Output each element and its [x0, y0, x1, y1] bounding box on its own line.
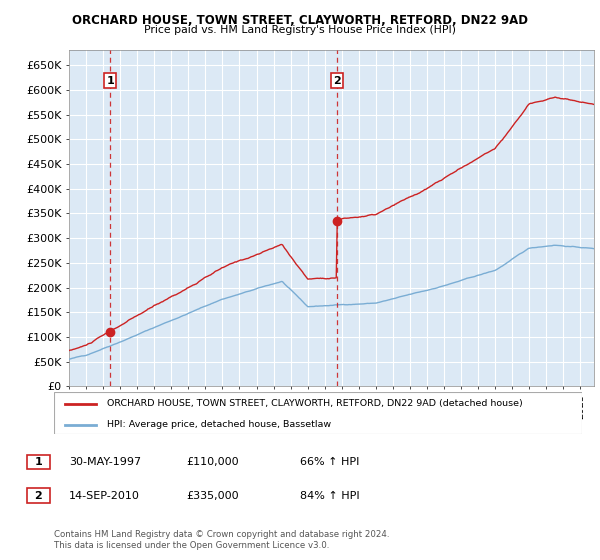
Text: 1: 1: [106, 76, 114, 86]
Text: Price paid vs. HM Land Registry's House Price Index (HPI): Price paid vs. HM Land Registry's House …: [144, 25, 456, 35]
Text: £110,000: £110,000: [186, 457, 239, 467]
Text: This data is licensed under the Open Government Licence v3.0.: This data is licensed under the Open Gov…: [54, 541, 329, 550]
Text: £335,000: £335,000: [186, 491, 239, 501]
Text: HPI: Average price, detached house, Bassetlaw: HPI: Average price, detached house, Bass…: [107, 420, 331, 430]
Text: 2: 2: [35, 491, 42, 501]
Text: 66% ↑ HPI: 66% ↑ HPI: [300, 457, 359, 467]
Text: 14-SEP-2010: 14-SEP-2010: [69, 491, 140, 501]
Text: Contains HM Land Registry data © Crown copyright and database right 2024.: Contains HM Land Registry data © Crown c…: [54, 530, 389, 539]
Text: 84% ↑ HPI: 84% ↑ HPI: [300, 491, 359, 501]
Text: 2: 2: [333, 76, 341, 86]
Text: 30-MAY-1997: 30-MAY-1997: [69, 457, 141, 467]
Text: ORCHARD HOUSE, TOWN STREET, CLAYWORTH, RETFORD, DN22 9AD (detached house): ORCHARD HOUSE, TOWN STREET, CLAYWORTH, R…: [107, 399, 523, 408]
Text: 1: 1: [35, 457, 42, 467]
Text: ORCHARD HOUSE, TOWN STREET, CLAYWORTH, RETFORD, DN22 9AD: ORCHARD HOUSE, TOWN STREET, CLAYWORTH, R…: [72, 14, 528, 27]
